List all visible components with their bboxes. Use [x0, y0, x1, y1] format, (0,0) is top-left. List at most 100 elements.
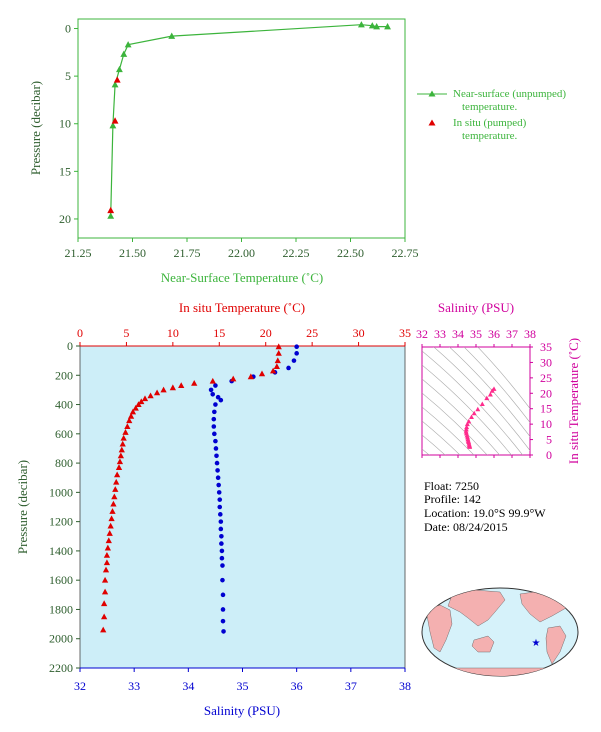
chart2-y-tick-label: 1800	[49, 602, 73, 616]
temperature-point	[100, 626, 107, 633]
chart1-y-tick-label: 10	[59, 117, 71, 131]
salinity-point	[213, 438, 218, 444]
density-contour	[422, 350, 524, 455]
chart2-y-tick-label: 2000	[49, 632, 73, 646]
temperature-point	[112, 486, 119, 492]
temperature-point	[275, 350, 282, 356]
near-surface-point	[384, 23, 391, 30]
density-contour	[463, 347, 530, 424]
temperature-point	[108, 515, 115, 522]
chart2-bottom-tick-label: 37	[345, 679, 357, 693]
temperature-point	[118, 446, 125, 453]
near-surface-point	[120, 50, 128, 57]
chart3-y-tick-label: 20	[540, 386, 552, 400]
ts-point	[479, 401, 485, 407]
temperature-point	[124, 423, 131, 429]
chart1-y-tick-label: 5	[65, 69, 71, 83]
temperature-point	[129, 408, 137, 415]
temperature-point	[119, 440, 126, 447]
salinity-point	[214, 460, 220, 466]
temperature-point	[274, 357, 281, 364]
chart3-y-tick-label: 35	[540, 340, 552, 354]
location: Location: 19.0°S 99.9°W	[424, 506, 546, 520]
temperature-point	[270, 367, 277, 374]
land-australia	[471, 635, 495, 653]
chart1-y-tick-label: 0	[65, 22, 71, 36]
salinity-point	[214, 453, 219, 459]
temperature-point	[178, 382, 185, 388]
near-surface-temperature-chart: 21.25 21.50 21.75 22.00 22.25 22.50 22.75 0 5 10…	[28, 18, 566, 285]
temperature-point	[169, 384, 176, 391]
in-situ-point	[111, 117, 119, 124]
temperature-point	[103, 559, 111, 566]
density-contour	[477, 347, 530, 410]
near-surface-point	[357, 21, 365, 28]
salinity-point	[220, 563, 225, 568]
salinity-point	[217, 504, 223, 510]
temperature-point	[116, 458, 124, 465]
chart2-top-tick-label: 0	[77, 326, 83, 340]
temperature-point	[104, 544, 111, 551]
chart1-x-tick-label: 22.00	[228, 246, 255, 260]
temperature-point	[141, 395, 149, 402]
salinity-point	[213, 383, 218, 388]
temperature-point	[209, 377, 216, 384]
ts-point	[463, 426, 469, 432]
temperature-point	[109, 508, 116, 514]
chart2-y-tick-label: 1600	[49, 573, 73, 587]
salinity-point	[218, 526, 224, 532]
salinity-point	[294, 344, 299, 350]
chart2-top-axis-title: In situ Temperature (˚C)	[179, 300, 305, 315]
star-icon: ★	[532, 638, 541, 649]
chart2-y-axis-title: Pressure (decibar)	[15, 460, 30, 554]
density-contour	[422, 406, 475, 455]
legend-marker-pumped	[428, 119, 436, 126]
chart1-x-axis-title: Near-Surface Temperature (˚C)	[161, 270, 323, 285]
chart2-top-tick-label: 35	[399, 326, 411, 340]
ts-point	[469, 414, 474, 419]
salinity-point	[213, 446, 219, 451]
temperature-point	[138, 398, 145, 405]
salinity-point	[219, 533, 224, 539]
salinity-point	[220, 618, 226, 624]
density-contour	[422, 434, 446, 455]
salinity-point	[212, 431, 217, 437]
salinity-point	[215, 475, 221, 481]
chart3-x-tick-label: 36	[488, 327, 500, 341]
in-situ-point	[113, 76, 121, 83]
land-antarctica	[429, 667, 571, 676]
temperature-point	[101, 600, 108, 607]
salinity-point	[217, 497, 223, 502]
chart2-top-tick-label: 15	[213, 326, 225, 340]
salinity-point	[215, 394, 221, 400]
near-surface-point	[116, 65, 123, 73]
temperature-point	[101, 588, 109, 595]
temperature-point	[132, 404, 139, 411]
chart1-y-tick-label: 20	[59, 212, 71, 226]
temperature-point	[103, 552, 111, 558]
chart3-x-tick-label: 32	[416, 327, 428, 341]
near-surface-point	[111, 81, 119, 88]
near-surface-point	[168, 32, 176, 39]
chart2-top-tick-label: 10	[167, 326, 179, 340]
temperature-point	[275, 343, 282, 350]
profile-number: Profile: 142	[424, 492, 481, 506]
chart3-y-tick-label: 0	[546, 448, 552, 462]
salinity-point	[211, 416, 217, 422]
ts-point	[475, 406, 481, 412]
chart3-x-tick-label: 33	[434, 327, 446, 341]
legend-label-unpumped: Near-surface (unpumped) temperature.	[453, 88, 566, 113]
chart2-bottom-tick-label: 35	[237, 679, 249, 693]
chart1-x-tick-label: 21.75	[174, 246, 201, 260]
chart3-y-tick-label: 15	[540, 402, 552, 416]
salinity-point	[220, 592, 226, 598]
salinity-point	[208, 387, 214, 393]
chart2-top-tick-label: 25	[306, 326, 318, 340]
chart3-y-tick-label: 25	[540, 371, 552, 385]
chart2-plot-area	[79, 345, 406, 669]
chart1-x-tick-label: 22.50	[337, 246, 364, 260]
temperature-point	[191, 380, 198, 386]
temperature-point	[105, 537, 112, 544]
temperature-point	[153, 389, 161, 396]
chart2-top-tick-label: 20	[260, 326, 272, 340]
